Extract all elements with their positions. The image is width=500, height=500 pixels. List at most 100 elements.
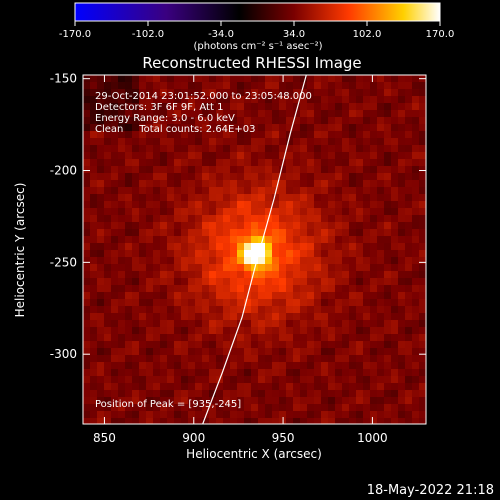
heatmap-cell	[125, 299, 133, 307]
heatmap-cell	[279, 264, 287, 272]
heatmap-cell	[223, 397, 231, 405]
heatmap-cell	[174, 236, 182, 244]
heatmap-cell	[216, 334, 224, 342]
heatmap-cell	[328, 89, 336, 97]
heatmap-cell	[202, 145, 210, 153]
heatmap-cell	[209, 180, 217, 188]
heatmap-cell	[307, 404, 315, 412]
heatmap-cell	[321, 306, 329, 314]
heatmap-cell	[202, 187, 210, 195]
heatmap-cell	[230, 362, 238, 370]
heatmap-cell	[384, 418, 392, 424]
heatmap-cell	[244, 313, 252, 321]
heatmap-cell	[139, 145, 147, 153]
heatmap-cell	[237, 173, 245, 181]
heatmap-cell	[363, 397, 371, 405]
heatmap-cell	[370, 334, 378, 342]
heatmap-cell	[356, 369, 364, 377]
heatmap-cell	[279, 362, 287, 370]
heatmap-cell	[272, 369, 280, 377]
heatmap-cell	[139, 369, 147, 377]
heatmap-cell	[258, 334, 266, 342]
heatmap-cell	[356, 243, 364, 251]
heatmap-cell	[188, 390, 196, 398]
heatmap-cell	[363, 348, 371, 356]
heatmap-cell	[118, 131, 126, 139]
heatmap-cell	[293, 299, 301, 307]
heatmap-cell	[335, 138, 343, 146]
heatmap-cell	[132, 124, 140, 132]
heatmap-cell	[265, 82, 273, 90]
heatmap-cell	[314, 299, 322, 307]
heatmap-cell	[293, 313, 301, 321]
heatmap-cell	[251, 243, 259, 251]
heatmap-cell	[391, 208, 399, 216]
heatmap-cell	[97, 145, 105, 153]
heatmap-cell	[244, 334, 252, 342]
heatmap-cell	[174, 82, 182, 90]
heatmap-cell	[300, 369, 308, 377]
heatmap-cell	[146, 369, 154, 377]
heatmap-cell	[237, 250, 245, 258]
heatmap-cell	[258, 313, 266, 321]
heatmap-cell	[139, 215, 147, 223]
heatmap-cell	[202, 166, 210, 174]
heatmap-cell	[286, 306, 294, 314]
heatmap-cell	[104, 355, 112, 363]
heatmap-cell	[223, 201, 231, 209]
heatmap-cell	[384, 75, 392, 83]
heatmap-cell	[181, 229, 189, 237]
heatmap-cell	[370, 285, 378, 293]
heatmap-cell	[363, 89, 371, 97]
heatmap-cell	[195, 194, 203, 202]
heatmap-cell	[104, 243, 112, 251]
heatmap-cell	[174, 390, 182, 398]
heatmap-cell	[405, 110, 413, 118]
heatmap-cell	[328, 306, 336, 314]
heatmap-cell	[160, 250, 168, 258]
heatmap-cell	[384, 327, 392, 335]
heatmap-cell	[209, 271, 217, 279]
heatmap-cell	[370, 152, 378, 160]
heatmap-cell	[90, 271, 98, 279]
heatmap-cell	[300, 89, 308, 97]
heatmap-cell	[167, 306, 175, 314]
heatmap-cell	[209, 411, 217, 419]
heatmap-cell	[90, 75, 98, 83]
heatmap-cell	[153, 117, 161, 125]
heatmap-cell	[118, 75, 126, 83]
heatmap-cell	[384, 348, 392, 356]
heatmap-cell	[97, 404, 105, 412]
heatmap-cell	[335, 89, 343, 97]
heatmap-cell	[223, 285, 231, 293]
heatmap-cell	[188, 124, 196, 132]
heatmap-cell	[412, 327, 420, 335]
heatmap-cell	[321, 278, 329, 286]
heatmap-cell	[321, 187, 329, 195]
heatmap-cell	[279, 152, 287, 160]
heatmap-cell	[286, 138, 294, 146]
heatmap-cell	[328, 131, 336, 139]
heatmap-cell	[419, 257, 426, 265]
heatmap-cell	[272, 320, 280, 328]
heatmap-cell	[132, 397, 140, 405]
colorbar-tick-label: -102.0	[132, 29, 164, 40]
heatmap-cell	[83, 404, 91, 412]
heatmap-cell	[349, 152, 357, 160]
heatmap-cell	[237, 404, 245, 412]
heatmap-cell	[202, 159, 210, 167]
heatmap-cell	[349, 313, 357, 321]
heatmap-cell	[139, 180, 147, 188]
heatmap-cell	[279, 208, 287, 216]
heatmap-cell	[90, 117, 98, 125]
heatmap-cell	[412, 194, 420, 202]
heatmap-cell	[139, 390, 147, 398]
heatmap-cell	[167, 299, 175, 307]
heatmap-cell	[244, 285, 252, 293]
heatmap-cell	[377, 355, 385, 363]
heatmap-cell	[384, 299, 392, 307]
heatmap-cell	[202, 89, 210, 97]
heatmap-cell	[307, 257, 315, 265]
heatmap-cell	[118, 180, 126, 188]
heatmap-cell	[230, 131, 238, 139]
